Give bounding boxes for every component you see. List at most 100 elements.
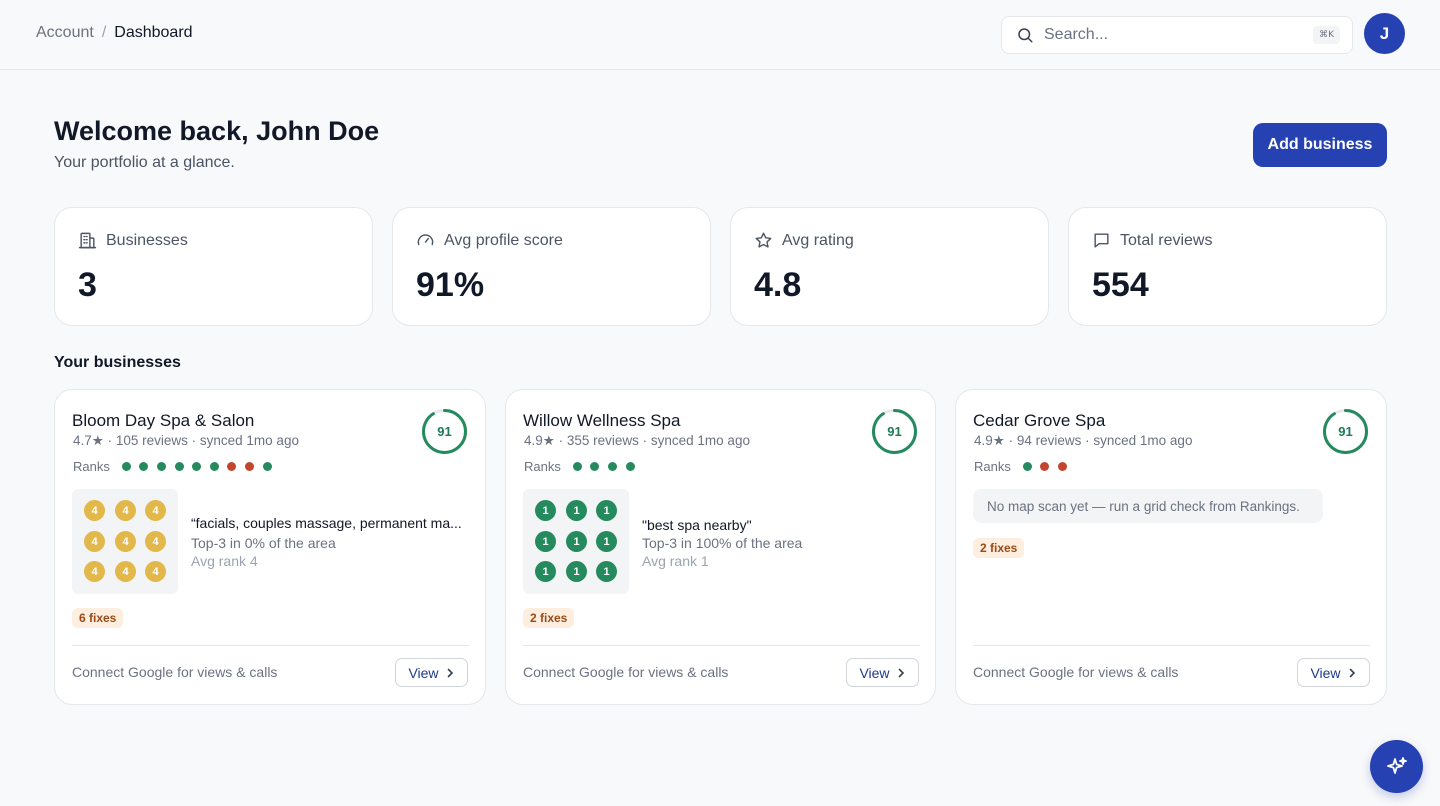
rank-dot [157,462,167,471]
stat-card-total-reviews: Total reviews 554 [1068,207,1387,326]
view-label: View [859,664,890,681]
chevron-right-icon [447,668,453,677]
stat-card-avg-profile-score: Avg profile score 91% [392,207,711,326]
profile-score-ring: 91 [1322,408,1369,455]
stat-label: Businesses [106,231,188,249]
stat-value: 91% [416,266,485,304]
grid-rank-dot: 1 [596,500,617,521]
grid-rank-dot: 1 [596,531,617,552]
rank-dot [121,462,131,471]
fixes-badge[interactable]: 2 fixes [973,538,1025,558]
rank-dot [625,462,635,471]
grid-rank-dot: 4 [115,561,136,582]
profile-score-ring: 91 [421,408,468,455]
divider [973,645,1370,646]
stat-value: 4.8 [754,266,802,304]
grid-rank-dot: 1 [566,561,587,582]
view-label: View [1310,664,1341,681]
business-name[interactable]: Bloom Day Spa & Salon [72,411,255,430]
profile-score-ring: 91 [871,408,918,455]
breadcrumb-separator: / [101,24,107,41]
breadcrumb: Account / Dashboard [36,24,193,42]
grid-rank-dot: 1 [566,500,587,521]
message-icon [1094,233,1109,248]
ranks-row: Ranks [974,459,1076,474]
profile-score: 91 [437,424,452,439]
ranks-label: Ranks [524,459,561,474]
rank-dot [209,462,219,471]
connect-google-text: Connect Google for views & calls [523,664,729,680]
business-meta: 4.7★ · 105 reviews · synced 1mo ago [73,433,299,448]
business-meta: 4.9★ · 94 reviews · synced 1mo ago [974,433,1193,448]
page-subtitle: Your portfolio at a glance. [54,154,235,171]
keyword-coverage: Top-3 in 100% of the area [642,535,803,551]
profile-score: 91 [1338,424,1353,439]
business-card[interactable]: Cedar Grove Spa 4.9★ · 94 reviews · sync… [955,389,1387,705]
no-map-scan-notice: No map scan yet — run a grid check from … [973,489,1323,523]
ranks-row: Ranks [524,459,643,474]
grid-rank-dot: 1 [566,531,587,552]
keyword-avg-rank: Avg rank 4 [191,553,258,569]
grid-rank-dot: 4 [145,531,166,552]
grid-rank-dot: 1 [535,561,556,582]
keyword-avg-rank: Avg rank 1 [642,553,709,569]
connect-google-text: Connect Google for views & calls [973,664,1179,680]
business-name[interactable]: Willow Wellness Spa [523,411,681,430]
grid-rank-dot: 4 [84,500,105,521]
building-icon [78,232,97,249]
assistant-button[interactable] [1370,740,1423,793]
search-shortcut: ⌘K [1313,26,1340,44]
breadcrumb-account[interactable]: Account [36,24,94,41]
page-title: Welcome back, John Doe [54,116,380,146]
ranks-label: Ranks [73,459,110,474]
grid-rank-dot: 1 [535,531,556,552]
section-title: Your businesses [54,354,181,371]
stat-label: Avg rating [782,231,854,249]
rank-dot [139,462,149,471]
rank-dot [262,462,272,471]
fixes-badge[interactable]: 2 fixes [523,608,575,628]
business-card[interactable]: Bloom Day Spa & Salon 4.7★ · 105 reviews… [54,389,486,705]
stat-label: Avg profile score [444,231,563,249]
business-card[interactable]: Willow Wellness Spa 4.9★ · 355 reviews ·… [505,389,936,705]
gauge-icon [417,234,434,246]
stat-value: 554 [1092,266,1149,304]
business-name[interactable]: Cedar Grove Spa [973,411,1106,430]
fixes-badge[interactable]: 6 fixes [72,608,124,628]
avatar[interactable]: J [1364,13,1405,54]
keyword-coverage: Top-3 in 0% of the area [191,535,336,551]
rank-dot [1040,462,1050,471]
view-button[interactable]: View [846,658,919,687]
search-box[interactable]: ⌘K [1001,16,1353,54]
keyword: "best spa nearby" [642,517,752,533]
divider [72,645,469,646]
search-input[interactable] [1044,26,1304,44]
grid-rank-dot: 4 [84,531,105,552]
rank-dot [608,462,618,471]
grid-rank-dot: 1 [535,500,556,521]
view-button[interactable]: View [395,658,468,687]
keyword: “facials, couples massage, permanent ma.… [191,515,462,531]
rank-dot [1022,462,1032,471]
sparkle-icon [1386,756,1407,774]
rank-dot [590,462,600,471]
search-icon [1018,28,1033,43]
ranks-label: Ranks [974,459,1011,474]
stat-value: 3 [78,266,97,304]
profile-score: 91 [887,424,902,439]
rank-dot [1058,462,1068,471]
grid-rank-dot: 4 [115,500,136,521]
add-business-button[interactable]: Add business [1253,123,1387,167]
grid-rank-dot: 4 [145,500,166,521]
connect-google-text: Connect Google for views & calls [72,664,278,680]
breadcrumb-dashboard: Dashboard [114,24,193,41]
rank-dot [227,462,237,471]
view-label: View [408,664,439,681]
grid-rank-dot: 4 [115,531,136,552]
view-button[interactable]: View [1297,658,1370,687]
rank-dot [174,462,184,471]
grid-rank-dot: 4 [84,561,105,582]
top-bar: Account / Dashboard ⌘K J [0,0,1440,70]
